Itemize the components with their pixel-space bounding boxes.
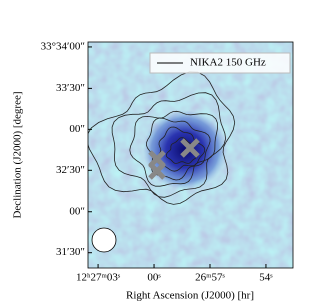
contour xyxy=(129,110,219,187)
map xyxy=(88,42,293,268)
x-tick-label: 12ʰ27ᵐ03ˢ xyxy=(76,272,121,284)
contour xyxy=(165,137,199,164)
x-tick-label: 54ˢ xyxy=(259,272,273,284)
y-tick-label: 00″ xyxy=(69,205,85,217)
legend-box xyxy=(149,52,291,74)
frame xyxy=(87,41,294,269)
contour xyxy=(156,126,206,172)
y-tick-label: 00″ xyxy=(69,123,85,135)
contour xyxy=(111,92,227,198)
y-tick-label: 33°34′00″ xyxy=(41,40,85,52)
contour xyxy=(145,117,211,181)
figure: NIKA2 150 GHz Right Ascension (J2000) [h… xyxy=(12,40,294,302)
y-tick-label: 32′30″ xyxy=(56,164,85,176)
contour xyxy=(88,71,236,205)
beam xyxy=(91,227,117,253)
x-axis-label: Right Ascension (J2000) [hr] xyxy=(126,290,254,302)
legend-label: NIKA2 150 GHz xyxy=(190,57,266,69)
x-tick-label: 00ˢ xyxy=(147,272,161,284)
x-tick-label: 26ᵐ57ˢ xyxy=(195,272,225,284)
markers xyxy=(148,138,200,180)
y-axis-label: Declination (J2000) [degree] xyxy=(12,91,24,218)
y-tick-label: 33′30″ xyxy=(56,82,85,94)
y-tick-label: 31′30″ xyxy=(56,246,85,258)
contours xyxy=(88,71,236,205)
